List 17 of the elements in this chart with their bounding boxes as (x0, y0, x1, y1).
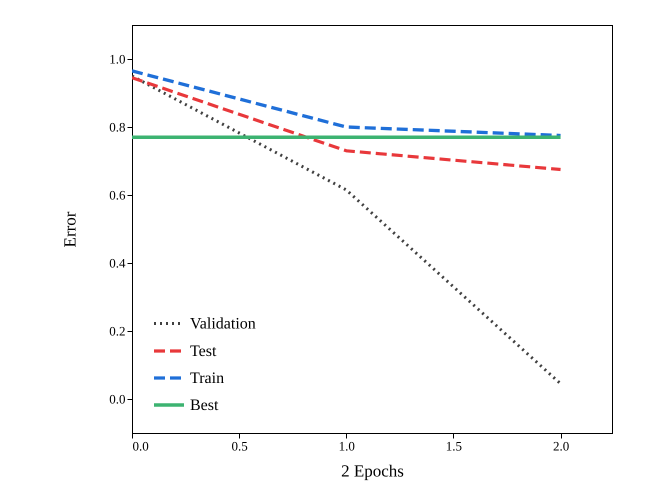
y-axis-title: Error (60, 211, 80, 248)
x-tick-label: 2.0 (552, 438, 570, 454)
legend-label: Validation (190, 316, 256, 332)
y-tick-label: 0.8 (109, 120, 126, 134)
x-tick-label: 0.0 (132, 438, 149, 454)
x-axis-title: 2 Epochs (341, 462, 404, 480)
legend-label: Test (190, 343, 217, 360)
y-tick-label: 0.4 (109, 256, 126, 270)
y-tick-label: 1.0 (109, 52, 126, 66)
x-tick-label: 1.5 (446, 438, 462, 454)
legend-label: Best (190, 397, 219, 414)
x-tick-label: 1.0 (338, 438, 355, 454)
x-tick-label: 0.5 (232, 438, 248, 454)
y-tick-label: 0.6 (109, 188, 126, 202)
y-tick-label: 0.2 (109, 324, 126, 338)
y-tick-label: 0.0 (109, 392, 126, 406)
legend-label: Train (190, 370, 224, 387)
